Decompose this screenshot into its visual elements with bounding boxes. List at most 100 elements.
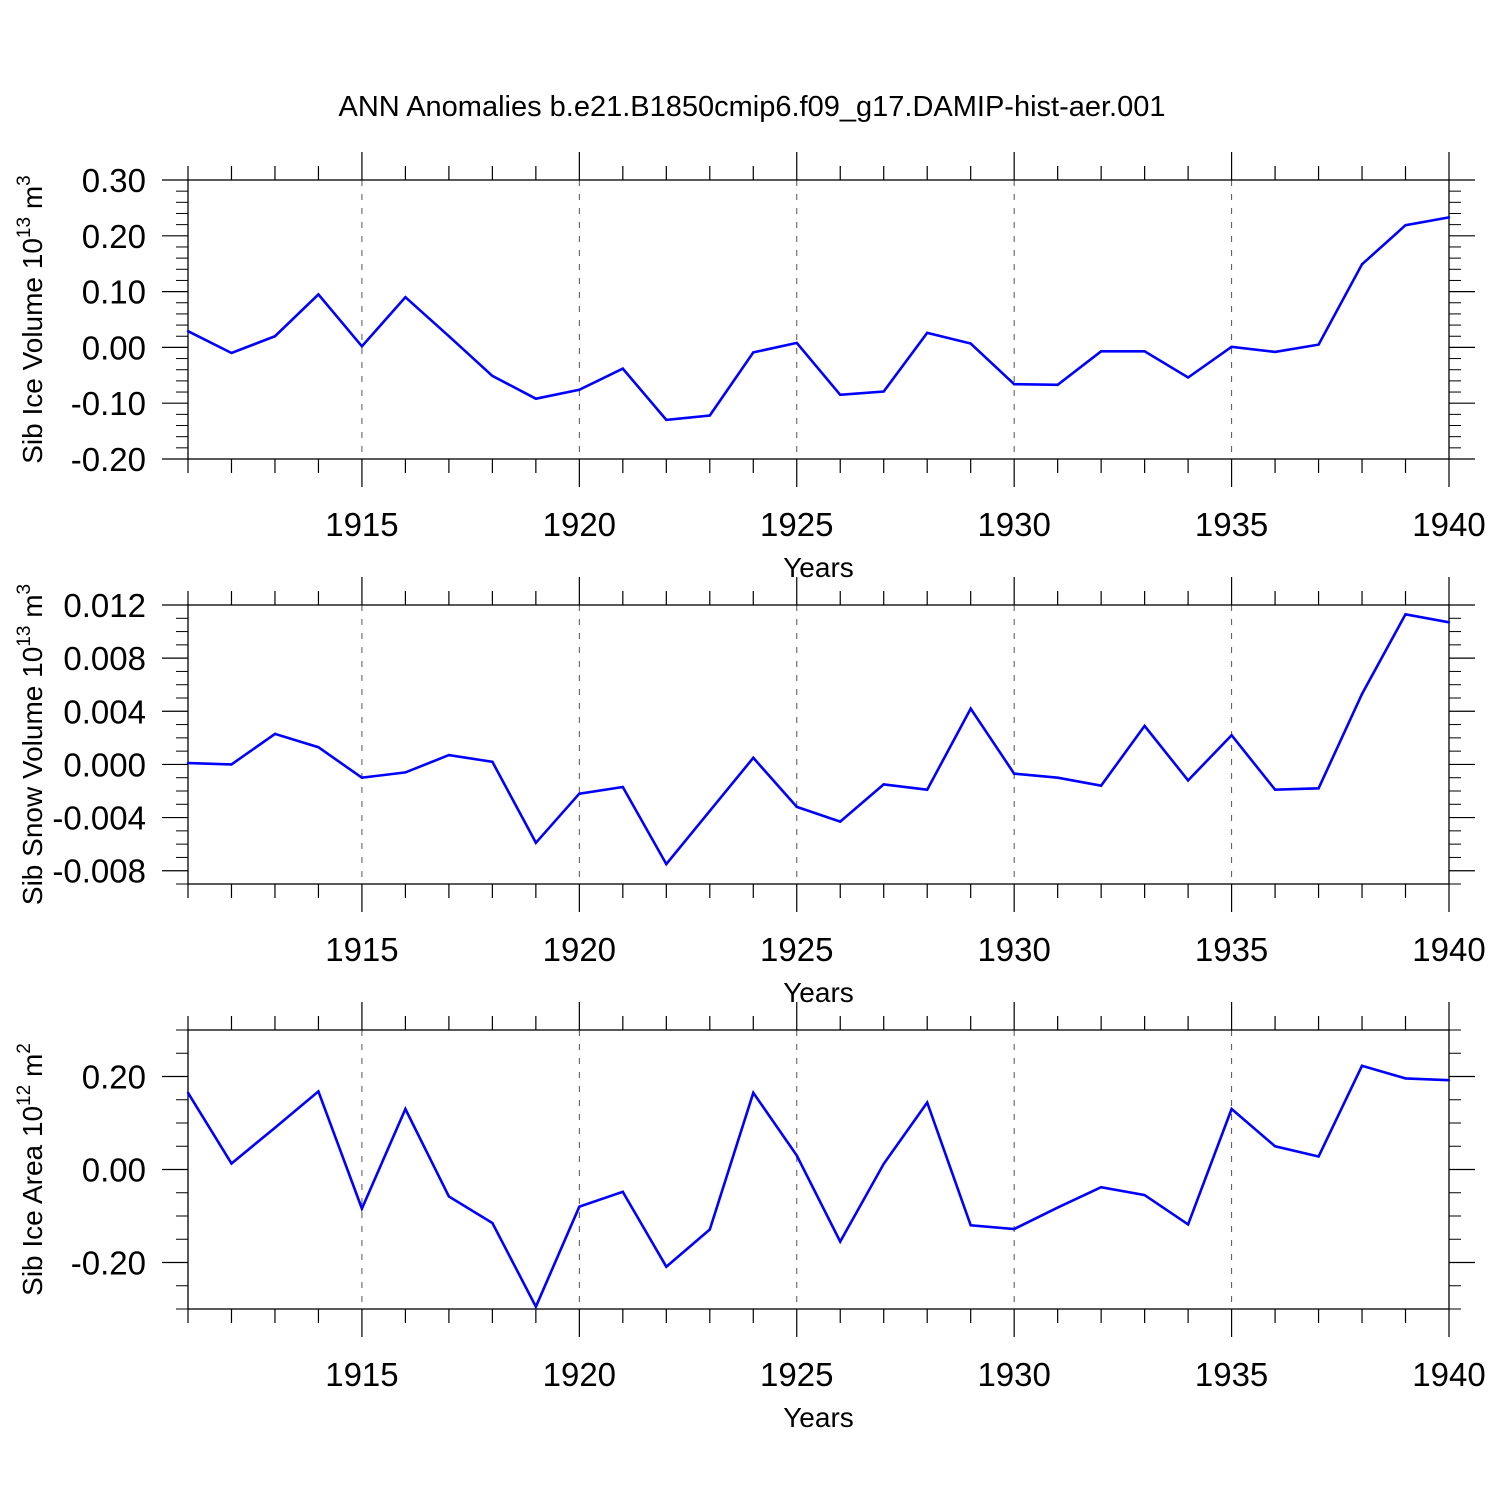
data-point	[578, 792, 581, 795]
y-axis-label: Sib Snow Volume 1013 m3	[14, 584, 48, 905]
series-line	[187, 612, 1450, 867]
plot-frame	[187, 179, 1450, 460]
x-tick-label: 1940	[1412, 1356, 1485, 1393]
data-point	[708, 414, 711, 417]
data-point	[230, 763, 233, 766]
y-tick-label: 0.00	[82, 329, 146, 366]
data-point	[1143, 724, 1146, 728]
x-tick-label: 1925	[760, 506, 833, 543]
data-point	[1404, 613, 1407, 616]
x-tick-label: 1935	[1195, 931, 1268, 968]
data-point	[1404, 1077, 1407, 1080]
data-point	[273, 335, 277, 338]
y-axis-label-part: Sib Ice Area 10	[17, 1106, 48, 1296]
data-point	[839, 1240, 842, 1243]
data-point	[839, 820, 842, 823]
data-point	[969, 342, 972, 345]
y-tick-label: 0.30	[82, 162, 146, 199]
x-tick-label: 1920	[543, 506, 616, 543]
data-point	[708, 809, 711, 813]
x-tick-label: 1925	[760, 931, 833, 968]
y-tick-label: 0.20	[82, 1059, 146, 1096]
x-tick-label: 1940	[1412, 931, 1485, 968]
data-point	[491, 374, 494, 378]
data-point	[752, 756, 755, 759]
data-point	[186, 330, 190, 333]
data-point	[491, 760, 494, 763]
series-line	[186, 1064, 1450, 1310]
data-point	[360, 776, 364, 779]
data-point	[1317, 1155, 1320, 1158]
data-point	[578, 388, 581, 392]
data-point	[404, 771, 407, 774]
data-point	[1143, 1193, 1146, 1197]
data-point	[1099, 1185, 1103, 1189]
data-point	[230, 1162, 233, 1165]
data-point	[404, 1107, 407, 1111]
x-tick-label: 1915	[325, 931, 398, 968]
data-point	[317, 1090, 320, 1093]
y-axis-label-superscript: 3	[14, 584, 35, 595]
data-point	[230, 351, 233, 355]
y-axis-label-superscript: 3	[14, 175, 35, 186]
y-tick-label: 0.008	[63, 640, 146, 677]
y-tick-label: 0.012	[63, 587, 146, 624]
data-point	[969, 707, 972, 710]
y-tick-label: 0.00	[82, 1152, 146, 1189]
data-point	[1447, 216, 1451, 219]
data-point	[1186, 376, 1190, 379]
data-point	[1012, 772, 1016, 775]
data-point	[1099, 784, 1103, 787]
data-point	[1404, 223, 1407, 227]
panels: -0.20 -0.10 0.00 0.10 0.20 0.30 1915 1920 1925 19…	[14, 152, 1486, 1433]
data-point	[1317, 343, 1320, 346]
x-tick-label: 1920	[543, 1356, 616, 1393]
data-point	[1360, 692, 1364, 696]
y-tick-label: 0.10	[82, 274, 146, 311]
x-tick-label: 1930	[977, 506, 1050, 543]
data-point	[665, 1265, 668, 1268]
data-point	[621, 367, 625, 370]
data-point	[186, 761, 190, 765]
x-tick-label: 1940	[1412, 506, 1485, 543]
data-point	[360, 345, 364, 348]
data-point	[1099, 350, 1103, 353]
data-point	[578, 1205, 581, 1208]
data-point	[1230, 345, 1233, 349]
data-point	[1273, 788, 1277, 791]
data-point	[534, 1305, 538, 1308]
data-point	[447, 335, 451, 338]
data-point	[882, 390, 885, 393]
data-point	[317, 745, 320, 749]
y-tick-label: -0.004	[52, 800, 146, 837]
x-tick-label: 1915	[325, 1356, 398, 1393]
data-point	[1447, 621, 1451, 624]
data-point	[665, 862, 668, 866]
x-axis-label: Years	[783, 552, 854, 583]
data-point	[621, 785, 625, 789]
data-point	[926, 331, 929, 335]
y-axis-label: Sib Ice Area 1012 m2	[14, 1043, 48, 1296]
x-tick-label: 1920	[543, 931, 616, 968]
data-point	[360, 1207, 364, 1210]
data-point	[447, 1195, 451, 1198]
data-point	[1230, 1107, 1233, 1111]
y-tick-label: -0.10	[71, 385, 146, 422]
data-point	[1273, 350, 1277, 354]
series-line	[187, 216, 1450, 422]
data-point	[1186, 779, 1190, 782]
y-axis-label-superscript: 13	[14, 626, 35, 647]
data-point	[665, 418, 668, 422]
data-point	[273, 732, 277, 736]
panel-1: -0.20 -0.10 0.00 0.10 0.20 0.30 1915 1920 1925 19…	[14, 152, 1486, 583]
x-tick-label: 1915	[325, 506, 398, 543]
data-point	[926, 1101, 929, 1104]
data-point	[1360, 263, 1364, 266]
data-point	[926, 788, 929, 791]
data-point	[273, 1126, 277, 1129]
data-point	[491, 1221, 494, 1225]
x-axis-label: Years	[783, 1402, 854, 1433]
data-point	[708, 1228, 711, 1231]
